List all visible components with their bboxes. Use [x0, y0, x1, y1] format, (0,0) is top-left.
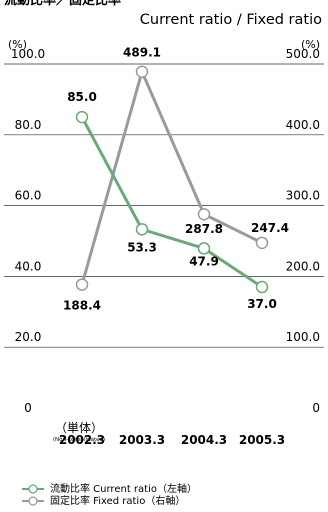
x-axis-subnote: (Non-consolidated) — [53, 437, 105, 443]
legend: 流動比率 Current ratio（左軸）固定比率 Fixed ratio（右… — [22, 482, 197, 507]
x-tick-label: 2005.3 — [239, 433, 285, 447]
legend-label: 固定比率 Fixed ratio（右軸） — [50, 494, 185, 507]
right-tick-label: 400.0 — [286, 118, 320, 132]
fixed-ratio-data-label: 489.1 — [123, 46, 161, 60]
fixed-ratio-data-label: 247.4 — [251, 221, 289, 235]
legend-label: 流動比率 Current ratio（左軸） — [50, 482, 197, 495]
chart-title-jp: 流動比率／固定比率 — [4, 0, 121, 8]
chart-title-en: Current ratio / Fixed ratio — [140, 12, 322, 28]
left-tick-label: 0 — [24, 401, 32, 415]
x-tick-label: 2002.3 — [59, 433, 105, 447]
gridlines — [4, 63, 324, 348]
left-tick-label: 100.0 — [11, 47, 45, 61]
right-tick-label: 0 — [312, 401, 320, 415]
left-tick-label: 80.0 — [15, 118, 42, 132]
current-ratio-point — [135, 223, 149, 236]
current-ratio-point — [75, 110, 89, 124]
fixed-ratio-point — [75, 278, 89, 291]
right-axis-ticks: 0 100.0 200.0 300.0 400.0 500.0 — [286, 47, 320, 415]
current-ratio-point — [255, 280, 269, 294]
left-tick-label: 40.0 — [15, 259, 42, 273]
fixed-ratio-line — [80, 70, 263, 286]
legend-swatch-marker — [28, 496, 38, 506]
current-ratio-data-label: 47.9 — [189, 254, 219, 268]
x-tick-label: 2004.3 — [181, 433, 227, 447]
right-tick-label: 200.0 — [286, 259, 320, 273]
right-axis-unit: (%) — [301, 38, 320, 51]
series-layer: 188.4 489.1 287.8 247.4 85.0 53.3 47.9 37.0 — [63, 46, 289, 313]
current-ratio-line — [80, 116, 263, 289]
fixed-ratio-data-label: 287.8 — [185, 222, 223, 236]
fixed-ratio-point — [135, 65, 149, 78]
left-axis-unit: (%) — [8, 38, 27, 51]
x-tick-label: 2003.3 — [119, 433, 165, 447]
fixed-ratio-data-label: 188.4 — [63, 299, 101, 313]
x-axis-ticks: 2002.3 2003.3 2004.3 2005.3 — [59, 433, 285, 447]
left-tick-label: 20.0 — [15, 330, 42, 344]
fixed-ratio-point — [255, 236, 269, 250]
legend-swatch-marker — [28, 484, 38, 494]
fixed-ratio-point — [197, 207, 211, 221]
current-ratio-data-label: 85.0 — [67, 90, 97, 104]
current-ratio-data-label: 53.3 — [127, 240, 157, 254]
left-tick-label: 60.0 — [15, 189, 42, 203]
right-tick-label: 500.0 — [286, 47, 320, 61]
left-axis-ticks: 0 20.0 40.0 60.0 80.0 100.0 — [11, 47, 45, 415]
current-ratio-data-label: 37.0 — [247, 297, 277, 311]
right-tick-label: 300.0 — [286, 189, 320, 203]
current-ratio-point — [197, 242, 211, 255]
x-axis-sublabel: （単体） — [55, 421, 103, 435]
right-tick-label: 100.0 — [286, 330, 320, 344]
